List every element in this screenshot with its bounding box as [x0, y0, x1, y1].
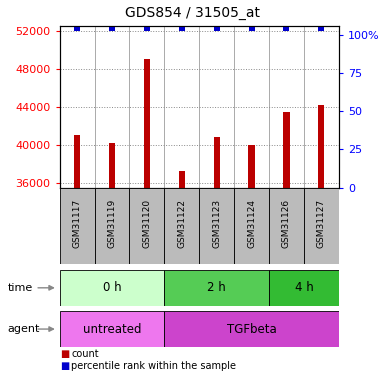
- Point: [74, 25, 80, 31]
- Text: 0 h: 0 h: [103, 281, 121, 294]
- Bar: [164, 311, 339, 347]
- Point: [248, 25, 254, 31]
- Text: TGFbeta: TGFbeta: [227, 322, 276, 336]
- Point: [214, 25, 220, 31]
- Text: GSM31122: GSM31122: [177, 199, 186, 248]
- Text: GSM31117: GSM31117: [73, 199, 82, 248]
- Bar: [248, 145, 255, 188]
- Bar: [74, 135, 80, 188]
- Bar: [283, 112, 290, 188]
- Text: ■: ■: [60, 361, 69, 371]
- Text: GSM31119: GSM31119: [107, 199, 117, 248]
- Text: GSM31123: GSM31123: [212, 199, 221, 248]
- Text: GSM31126: GSM31126: [282, 199, 291, 248]
- Bar: [164, 270, 269, 306]
- Text: ■: ■: [60, 349, 69, 359]
- Bar: [234, 188, 269, 264]
- Text: GSM31127: GSM31127: [317, 199, 326, 248]
- Text: 4 h: 4 h: [295, 281, 313, 294]
- Point: [144, 25, 150, 31]
- Bar: [95, 188, 129, 264]
- Bar: [214, 137, 220, 188]
- Text: 2 h: 2 h: [207, 281, 226, 294]
- Point: [109, 25, 115, 31]
- Bar: [269, 188, 304, 264]
- Bar: [164, 188, 199, 264]
- Bar: [60, 270, 164, 306]
- Bar: [269, 270, 339, 306]
- Point: [283, 25, 290, 31]
- Text: percentile rank within the sample: percentile rank within the sample: [71, 361, 236, 371]
- Text: GSM31124: GSM31124: [247, 199, 256, 248]
- Point: [179, 25, 185, 31]
- Text: GSM31120: GSM31120: [142, 199, 151, 248]
- Bar: [144, 60, 150, 188]
- Bar: [129, 188, 164, 264]
- Bar: [60, 311, 164, 347]
- Bar: [179, 171, 185, 188]
- Text: time: time: [8, 283, 33, 293]
- Bar: [60, 188, 95, 264]
- Text: count: count: [71, 349, 99, 359]
- Text: GDS854 / 31505_at: GDS854 / 31505_at: [125, 6, 260, 20]
- Bar: [304, 188, 339, 264]
- Bar: [199, 188, 234, 264]
- Bar: [318, 105, 325, 188]
- Bar: [109, 143, 115, 188]
- Point: [318, 25, 325, 31]
- Text: untreated: untreated: [83, 322, 141, 336]
- Text: agent: agent: [8, 324, 40, 334]
